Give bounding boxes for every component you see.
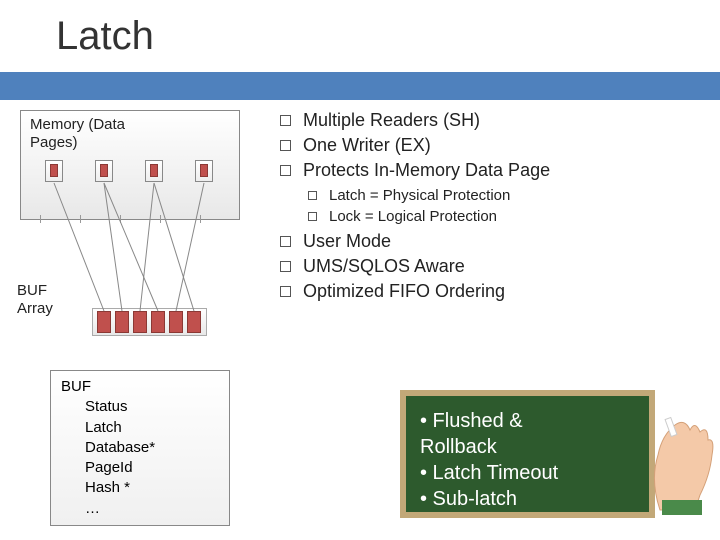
bullet-row: UMS/SQLOS Aware	[280, 256, 550, 277]
bullet-row: Protects In-Memory Data Page	[280, 160, 550, 181]
bullet-text: Multiple Readers (SH)	[303, 110, 480, 131]
bullet-icon	[308, 191, 317, 200]
buf-field: Database*	[85, 438, 219, 458]
bullet-text: UMS/SQLOS Aware	[303, 256, 465, 277]
buf-field: Latch	[85, 418, 219, 438]
bullet-icon	[280, 140, 291, 151]
bullet-icon	[280, 261, 291, 272]
bullet-text: Optimized FIFO Ordering	[303, 281, 505, 302]
connectors	[0, 0, 260, 340]
bullet-row: Lock = Logical Protection	[280, 208, 550, 225]
bullet-row: User Mode	[280, 231, 550, 252]
board-line: • Sub-latch	[420, 486, 635, 512]
buf-field: …	[85, 499, 219, 519]
bullet-text: Lock = Logical Protection	[329, 208, 497, 225]
buf-struct-box: BUF Status Latch Database* PageId Hash *…	[50, 370, 230, 526]
buf-field: PageId	[85, 458, 219, 478]
board-line: Rollback	[420, 434, 635, 460]
board-line: • Latch Timeout	[420, 460, 635, 486]
bullet-text: Latch = Physical Protection	[329, 187, 510, 204]
buf-struct-header: BUF	[61, 377, 219, 397]
bullet-text: One Writer (EX)	[303, 135, 431, 156]
bullet-row: Optimized FIFO Ordering	[280, 281, 550, 302]
bullet-icon	[308, 212, 317, 221]
bullet-icon	[280, 165, 291, 176]
board-line: • Flushed &	[420, 408, 635, 434]
bullet-icon	[280, 236, 291, 247]
bullet-row: One Writer (EX)	[280, 135, 550, 156]
buf-field: Hash *	[85, 478, 219, 498]
chalkboard: • Flushed & Rollback • Latch Timeout • S…	[400, 390, 655, 518]
bullets-main: Multiple Readers (SH) One Writer (EX) Pr…	[280, 110, 550, 306]
hand-icon	[640, 400, 720, 515]
bullet-icon	[280, 115, 291, 126]
bullet-text: Protects In-Memory Data Page	[303, 160, 550, 181]
bullet-icon	[280, 286, 291, 297]
bullet-row: Multiple Readers (SH)	[280, 110, 550, 131]
buf-field: Status	[85, 397, 219, 417]
bullet-text: User Mode	[303, 231, 391, 252]
bullet-row: Latch = Physical Protection	[280, 187, 550, 204]
